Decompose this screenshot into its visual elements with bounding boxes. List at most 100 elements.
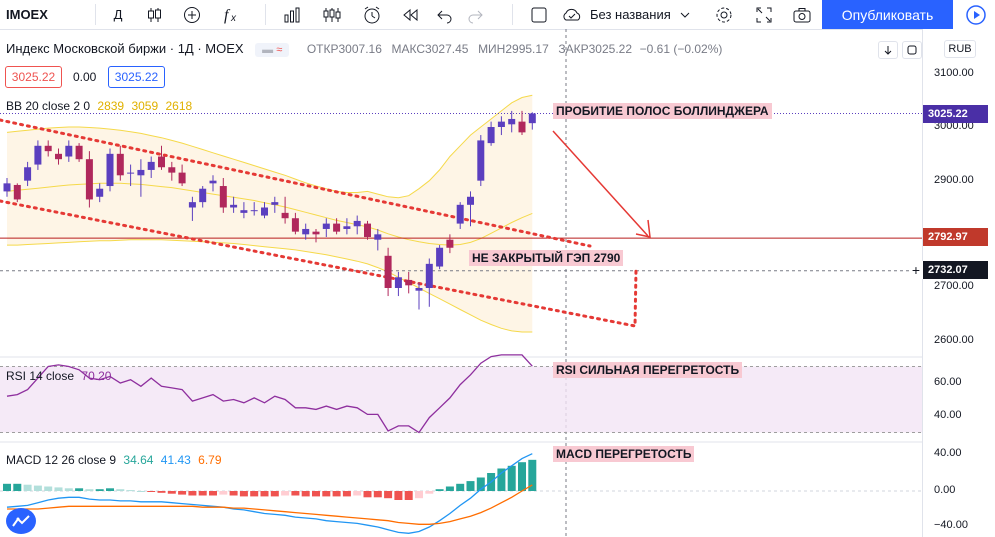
maximize-pane-icon[interactable] [902,41,922,59]
low-label: МИН [478,42,506,56]
interval-button[interactable]: Д [113,7,123,22]
bollinger-lower-line [7,239,533,333]
candle-body [3,183,11,192]
symbol-search[interactable]: IMOEX [6,7,48,22]
financials-icon[interactable] [278,0,306,29]
candles-icon[interactable] [140,0,168,29]
bb-legend[interactable]: BB 20 close 2 0 2839 3059 2618 [6,99,192,113]
macd-legend[interactable]: MACD 12 26 close 9 34.64 41.43 6.79 [6,453,222,467]
candle-body [116,153,124,176]
market-status-icon[interactable]: ▬ ≈ [255,42,290,57]
currency-label[interactable]: RUB [944,40,976,58]
close-label: ЗАКР [558,42,589,56]
close-value: 3025.22 [588,42,633,56]
select-layout-icon[interactable] [525,0,553,29]
price-tick: 2700.00 [934,280,974,292]
candle-body [487,127,495,144]
alert-icon[interactable] [358,0,386,29]
svg-text:f: f [224,7,231,24]
macd-histogram-bar [312,491,320,497]
buy-price-button[interactable]: 3025.22 [108,66,165,88]
chart-area[interactable] [0,29,922,537]
candle-body [281,212,289,219]
annotation-gap[interactable]: НЕ ЗАКРЫТЫЙ ГЭП 2790 [469,250,624,266]
macd-histogram-bar [188,491,197,496]
divider [512,4,513,25]
candle-body [394,277,402,288]
candle-body [456,204,464,224]
candle-body [333,223,341,232]
add-indicator-icon[interactable] [178,0,206,29]
layout-name-button[interactable]: Без названия [560,0,710,29]
price-tick: 3100.00 [934,67,974,79]
annotation-breakout[interactable]: ПРОБИТИЕ ПОЛОС БОЛЛИНДЖЕРА [553,103,772,119]
annotation-macd[interactable]: MACD ПЕРЕГРЕТОСТЬ [553,446,695,462]
play-icon[interactable] [956,0,995,29]
candle-body [508,118,516,125]
price-tick: 2900.00 [934,174,974,186]
candle-body [436,247,444,267]
macd-signal-line [7,484,533,525]
rsi-band [0,366,922,433]
publish-button[interactable]: Опубликовать [822,0,953,29]
macd-histogram-bar [497,468,506,491]
macd-histogram-bar [270,491,279,497]
macd-histogram-bar [466,481,475,491]
candle-body [219,186,227,208]
bb-upper: 3059 [131,99,159,113]
low-value: 2995.17 [505,42,549,56]
macd-histogram-bar [167,491,176,494]
candle-body [147,161,155,170]
divider [95,4,96,25]
macd-histogram-bar [435,489,444,491]
rsi-legend[interactable]: RSI 14 close 70.20 [6,369,111,383]
candle-body [65,145,73,157]
macd-histogram-bar [85,489,94,491]
high-value: 3027.45 [425,42,469,56]
candle-body [322,223,330,229]
camera-icon[interactable] [788,0,816,29]
candle-body [364,223,371,238]
divider [265,4,266,25]
down-arrow-icon[interactable] [878,41,898,59]
macd-histogram-bar [95,489,104,491]
candle-body [291,218,299,232]
undo-icon[interactable] [432,0,458,29]
redo-icon[interactable] [462,0,488,29]
macd-histogram-bar [384,491,393,499]
macd-histogram-bar [106,488,114,491]
macd-histogram-bar [353,491,362,496]
candle-body [261,207,268,216]
sell-price-button[interactable]: 3025.22 [5,66,62,88]
candle-body [158,156,165,168]
macd-histogram-bar [239,491,248,497]
candle-body [343,226,351,229]
tradingview-logo-icon[interactable] [6,508,36,534]
candle-body [518,121,526,133]
candle-body [405,279,413,286]
add-crosshair-icon[interactable]: + [909,261,923,279]
macd-histogram-bar [64,488,73,491]
change-value: −0.61 (−0.02%) [639,42,723,56]
replay-icon[interactable] [396,0,424,29]
macd-tick: 40.00 [934,447,962,459]
macd-histogram-bar [157,491,166,493]
high-label: МАКС [391,42,426,56]
annotation-rsi[interactable]: RSI СИЛЬНАЯ ПЕРЕГРЕТОСТЬ [553,362,743,378]
candle-body [384,255,392,288]
rsi-tick: 60.00 [934,376,962,388]
compare-icon[interactable] [318,0,346,29]
bb-label: BB 20 close 2 0 [6,99,91,113]
fullscreen-icon[interactable] [750,0,778,29]
candle-body [271,202,279,205]
macd-histogram-bar [23,484,32,491]
macd-histogram-bar [456,483,465,491]
candle-body [312,231,320,235]
macd-line [6,453,533,534]
macd-histogram-bar [281,491,290,496]
settings-gear-icon[interactable] [710,0,738,29]
candle-body [96,188,104,197]
bollinger-middle-line [6,182,533,246]
candle-body [55,153,62,160]
